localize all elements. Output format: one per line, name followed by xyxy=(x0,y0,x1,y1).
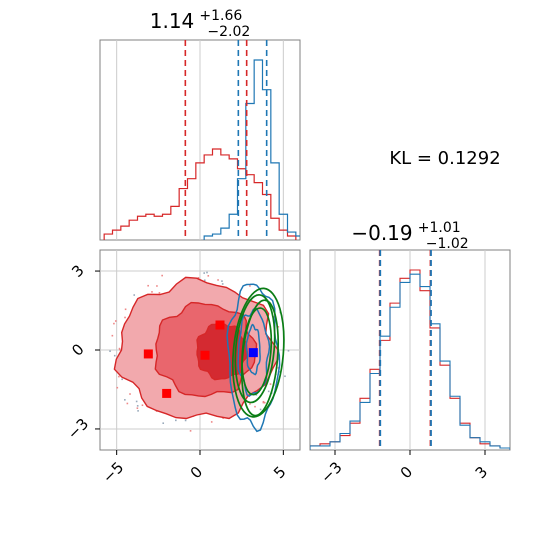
marginal-panel-param2-title: −0.19 +1.01 −1.02 xyxy=(351,217,468,252)
sample-point-p2-117 xyxy=(136,405,139,407)
contour-blue-0 xyxy=(226,283,281,433)
contour-blue-2 xyxy=(245,323,261,376)
sample-point-p2-64 xyxy=(221,280,223,282)
sample-point-p2-32 xyxy=(263,401,266,404)
sample-point-p2-55 xyxy=(161,274,163,277)
sample-point-p2-52 xyxy=(255,394,258,396)
sample-point-p2-119 xyxy=(124,308,127,311)
sample-point-p2-137 xyxy=(184,419,187,422)
sample-point-p2-121 xyxy=(109,350,111,353)
sample-point-p2-57 xyxy=(221,283,224,285)
sample-point-p2-22 xyxy=(249,403,251,405)
sample-point-p2-94 xyxy=(147,284,149,287)
sample-point-p2-89 xyxy=(118,347,121,350)
joint-panel: −5 0 5 3 0 −3 xyxy=(64,249,301,487)
sample-point-p2-8 xyxy=(269,383,272,385)
title-p2-sup: +1.01 xyxy=(418,220,461,236)
sample-point-p2-47 xyxy=(162,422,165,424)
sample-point-p2-0 xyxy=(287,349,290,352)
joint-panel-x-ticks: −5 0 5 xyxy=(99,450,290,487)
sample-point-p2-5 xyxy=(175,419,177,422)
ellipse-green-1 xyxy=(234,294,276,404)
tick-label-p2-x-0: −5 xyxy=(99,458,127,486)
sample-point-p2-65 xyxy=(203,279,206,282)
title-p1-sub: −2.02 xyxy=(207,24,250,40)
kl-divergence-label: KL = 0.1292 xyxy=(389,148,500,169)
sample-point-p2-86 xyxy=(114,320,117,322)
title-p1-base: 1.14 xyxy=(150,9,195,33)
sample-point-p2-20 xyxy=(158,292,161,294)
sample-point-p2-56 xyxy=(136,407,139,409)
tick-label-p2-x-2: 5 xyxy=(270,463,289,482)
ellipse-green-0 xyxy=(231,287,285,418)
sample-point-p2-21 xyxy=(206,271,208,274)
marker-red-1 xyxy=(200,350,210,360)
marginal-panel-param1-grid xyxy=(116,40,284,240)
histogram-p1-blue xyxy=(203,59,300,240)
tick-label-p2-y-0: 3 xyxy=(68,261,87,280)
tick-label-p3-x-1: 0 xyxy=(397,463,416,482)
sample-point-p2-9 xyxy=(116,386,119,389)
joint-panel-plot xyxy=(109,271,290,433)
sample-point-p2-77 xyxy=(207,275,210,277)
sample-point-p2-38 xyxy=(133,294,136,296)
title-p1-sup: +1.66 xyxy=(199,8,242,24)
sample-point-p2-40 xyxy=(137,410,139,412)
sample-point-p2-42 xyxy=(121,378,123,381)
sample-point-p2-2 xyxy=(156,285,158,287)
sample-point-p2-72 xyxy=(124,399,126,401)
tick-label-p3-x-0: −3 xyxy=(317,458,345,486)
sample-point-p2-53 xyxy=(135,400,138,403)
sample-point-p2-33 xyxy=(267,390,270,393)
sample-point-p2-98 xyxy=(141,404,144,407)
histogram-p3-blue xyxy=(310,273,510,450)
sample-point-p2-127 xyxy=(259,408,262,411)
sample-point-p2-91 xyxy=(262,400,265,403)
sample-point-p2-132 xyxy=(111,334,114,337)
sample-point-p2-44 xyxy=(277,325,280,328)
marker-red-3 xyxy=(162,388,172,398)
tick-label-p2-y-2: −3 xyxy=(64,415,92,443)
title-p2-base: −0.19 xyxy=(351,221,412,245)
sample-point-p2-58 xyxy=(119,348,121,351)
marginal-panel-param2-x-ticks: −3 0 3 xyxy=(317,450,491,487)
marginal-panel-param1-plot xyxy=(103,40,300,240)
tick-label-p2-y-1: 0 xyxy=(68,340,87,359)
marginal-panel-param2: −3 0 3 −0.19 +1.01 −1.02 xyxy=(309,217,511,487)
tick-label-p2-x-1: 0 xyxy=(187,463,206,482)
sample-point-p2-50 xyxy=(197,277,200,279)
sample-point-p2-134 xyxy=(126,402,129,405)
marginal-panel-param1-title: 1.14 +1.66 −2.02 xyxy=(150,5,251,40)
marker-red-2 xyxy=(215,320,225,330)
sample-point-p2-122 xyxy=(254,405,256,408)
sample-point-p2-78 xyxy=(249,285,251,287)
sample-point-p2-48 xyxy=(262,401,265,404)
title-p2-sub: −1.02 xyxy=(426,236,469,252)
marker-red-0 xyxy=(143,349,153,359)
sample-point-p2-13 xyxy=(118,375,120,378)
tick-label-p3-x-2: 3 xyxy=(472,463,491,482)
sample-point-p2-1 xyxy=(217,279,219,281)
sample-point-p2-95 xyxy=(189,430,192,432)
marker-blue-0 xyxy=(248,348,258,358)
sample-point-p2-125 xyxy=(284,375,286,378)
marginal-panel-param2-grid xyxy=(334,250,486,450)
sample-point-p2-37 xyxy=(203,272,205,274)
sample-point-p2-99 xyxy=(113,322,115,325)
sample-point-p2-17 xyxy=(151,291,153,293)
sample-point-p2-113 xyxy=(210,421,213,423)
marginal-panel-param2-plot xyxy=(310,250,510,450)
joint-panel-y-ticks: 3 0 −3 xyxy=(64,261,100,443)
histogram-p1-red xyxy=(103,148,297,240)
marginal-panel-param1: 1.14 +1.66 −2.02 xyxy=(99,5,301,241)
ellipse-green-3 xyxy=(241,307,273,396)
sample-point-p2-133 xyxy=(113,354,116,357)
sample-point-p2-69 xyxy=(129,393,131,395)
sample-point-p2-75 xyxy=(124,316,126,319)
